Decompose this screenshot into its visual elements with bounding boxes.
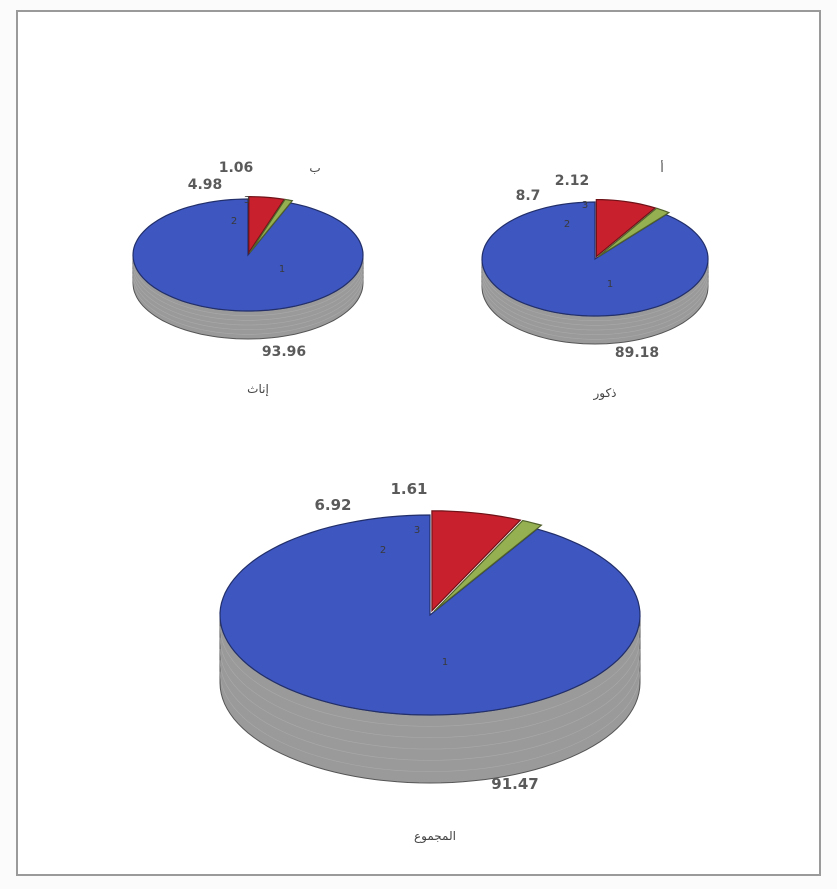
pie-slice-2	[431, 510, 522, 613]
pie-slice-2	[595, 199, 657, 258]
pie-side-shade	[219, 671, 641, 773]
pie-slice-1	[481, 201, 709, 317]
slice-marker: 2	[380, 545, 386, 556]
pie-side-shade	[481, 282, 709, 340]
pie-chart-3: 1 2 3 91.47 6.92 1.61 المجموع	[219, 480, 641, 844]
pie-side-shade	[219, 648, 641, 750]
charts-group: 12393.964.981.06إناثب12389.188.72.12ذكور…	[132, 160, 709, 844]
data-label-2: 4.98	[188, 177, 223, 193]
pie-side-shade	[219, 626, 641, 727]
data-label-1: 91.47	[491, 775, 538, 793]
pie-slice-2	[248, 195, 286, 255]
slice-marker: 1	[279, 264, 285, 275]
pie-side-shade	[132, 273, 364, 331]
data-label-2: 8.7	[516, 188, 541, 204]
pie-side-shade	[481, 263, 709, 322]
data-label-3: 1.06	[219, 160, 254, 176]
pie-side-shade	[219, 637, 641, 739]
pie-slice-3	[249, 198, 294, 254]
data-label-3: 1.61	[390, 480, 427, 498]
pie-slice-3	[433, 519, 543, 612]
chart-title: ذكور	[592, 386, 616, 401]
pie-slice-3	[597, 207, 671, 258]
corner-mark: أ	[660, 160, 663, 175]
pie-slice-1	[219, 514, 641, 716]
slice-marker: 2	[231, 216, 237, 227]
pie-side-shade	[132, 264, 364, 321]
slice-marker: 3	[244, 195, 250, 206]
pie-chart-2: 1 2 3 89.18 8.7 2.12 ذكور أ	[481, 160, 709, 401]
slice-marker: 3	[414, 525, 420, 536]
slice-marker: 1	[607, 279, 613, 290]
chart-title: إناث	[247, 382, 269, 396]
pie-side-shade	[132, 268, 364, 326]
slice-marker: 3	[582, 200, 588, 211]
slice-marker: 1	[442, 657, 448, 668]
corner-mark: ب	[309, 161, 320, 175]
pie-side-shade	[219, 660, 641, 761]
pie-side-shade	[481, 277, 709, 336]
chart-title: المجموع	[414, 829, 456, 844]
data-label-1: 89.18	[615, 345, 659, 361]
pie-side-shade	[481, 268, 709, 326]
pie-side-shade	[132, 278, 364, 335]
pie-side-shade	[132, 259, 364, 317]
pie-slice-1	[132, 198, 364, 312]
data-label-2: 6.92	[314, 496, 351, 514]
pie-chart-1: 1 23 93.96 4.981.06 إناث ب	[132, 160, 364, 396]
slice-marker: 2	[564, 219, 570, 230]
data-label-3: 2.12	[555, 173, 590, 189]
pie-side-shade	[481, 272, 709, 331]
data-label-1: 93.96	[262, 344, 306, 360]
